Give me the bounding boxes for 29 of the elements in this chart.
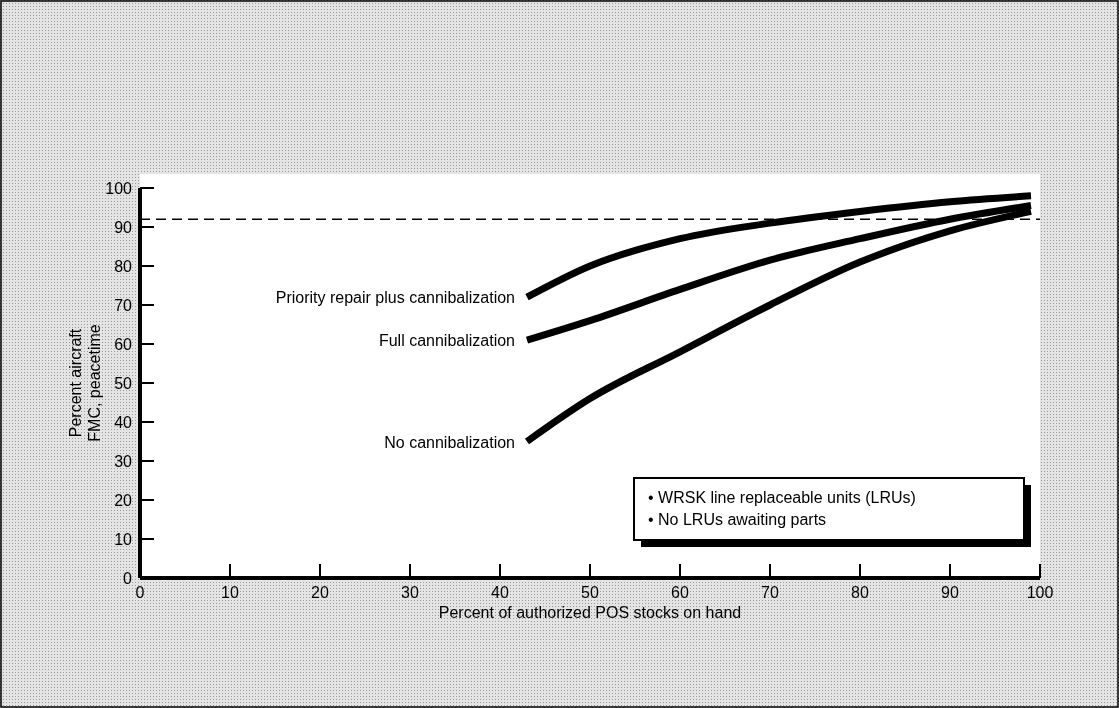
annotation: • No LRUs awaiting parts xyxy=(648,511,827,528)
y-tick-label: 20 xyxy=(114,492,133,509)
x-tick-label: 30 xyxy=(401,584,419,601)
y-tick-label: 90 xyxy=(114,219,133,236)
y-tick-label: 0 xyxy=(123,570,133,587)
y-tick-label: 100 xyxy=(105,180,133,197)
x-tick-label: 100 xyxy=(1026,584,1054,601)
x-axis-title: Percent of authorized POS stocks on hand xyxy=(438,604,742,621)
x-tick-label: 0 xyxy=(135,584,145,601)
x-tick-label: 80 xyxy=(851,584,869,601)
series-label: No cannibalization xyxy=(384,433,515,451)
x-tick-label: 10 xyxy=(221,584,239,601)
x-tick-label: 60 xyxy=(671,584,689,601)
y-tick-label: 10 xyxy=(114,531,133,548)
x-tick-label: 50 xyxy=(581,584,599,601)
y-tick-label: 80 xyxy=(114,258,133,275)
x-tick-label: 40 xyxy=(491,584,509,601)
annotation: • WRSK line replaceable units (LRUs) xyxy=(648,489,916,506)
y-tick-label: 30 xyxy=(114,453,133,470)
y-tick-label: 50 xyxy=(114,375,133,392)
y-tick-label: 60 xyxy=(114,336,133,353)
y-tick-label: 40 xyxy=(114,414,133,431)
y-axis-title: Percent aircraft FMC, peacetime xyxy=(67,324,103,442)
series-label: Priority repair plus cannibalization xyxy=(275,289,515,307)
x-tick-label: 70 xyxy=(761,584,779,601)
series-label: Full cannibalization xyxy=(378,332,515,350)
x-tick-label: 20 xyxy=(311,584,329,601)
x-tick-label: 90 xyxy=(941,584,959,601)
y-tick-label: 70 xyxy=(114,297,133,314)
